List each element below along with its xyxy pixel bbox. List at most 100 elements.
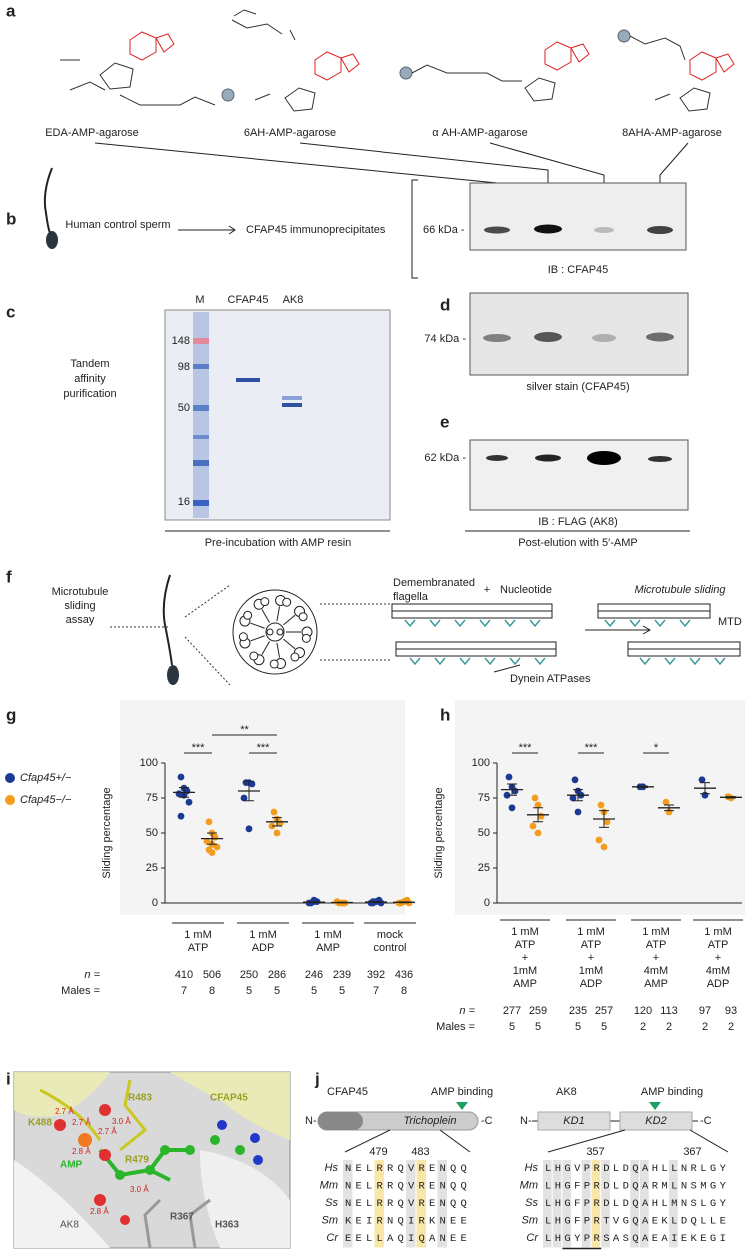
label: Dynein ATPases	[510, 673, 591, 685]
significance-label: ***	[192, 742, 206, 754]
data-point	[508, 804, 516, 812]
dynein-arms	[604, 619, 726, 666]
pointer	[493, 664, 521, 673]
dynein	[479, 619, 491, 628]
x-tick-label: AMP	[513, 978, 537, 990]
males-value: 2	[728, 1021, 734, 1033]
conservation-shade	[406, 1160, 416, 1248]
spoke	[261, 641, 270, 655]
protein-name: CFAP45	[327, 1086, 368, 1098]
domain-label: KD1	[563, 1115, 584, 1127]
marker-label: 66 kDa -	[423, 224, 465, 236]
data-point	[203, 838, 211, 845]
x-tick-label: 1mM	[579, 965, 603, 977]
error-bar	[726, 796, 736, 799]
y-tick-label: 75	[146, 792, 158, 804]
species: Ss	[525, 1197, 538, 1209]
side-label: affinity	[74, 373, 106, 385]
species: Sm	[522, 1214, 539, 1226]
n-value: 286	[268, 969, 286, 981]
males-value: 5	[535, 1021, 541, 1033]
label: Nucleotide	[500, 584, 552, 596]
conservation-shade	[343, 1160, 353, 1248]
panel-letter: h	[440, 705, 450, 724]
n-value: 259	[529, 1005, 547, 1017]
size-marker: 16	[178, 496, 190, 508]
lane-label: AK8	[283, 294, 304, 306]
x-tick-label: control	[373, 942, 406, 954]
caption: Pre-incubation with AMP resin	[205, 537, 352, 549]
protein-label: AK8	[60, 1220, 79, 1231]
spoke	[283, 638, 296, 650]
protein-name: AK8	[556, 1086, 577, 1098]
sequence: LHGFPRTVGQAEKLDQLLE	[545, 1215, 729, 1227]
y-tick-label: 100	[140, 757, 158, 769]
data-point	[377, 899, 385, 907]
binding-label: AMP binding	[641, 1086, 703, 1098]
data-point	[569, 794, 577, 802]
species: Sm	[322, 1214, 339, 1226]
data-point	[248, 780, 256, 788]
x-tick-label: ATP	[515, 939, 536, 951]
legend-swatch	[5, 773, 15, 783]
residue-label: R483	[128, 1093, 152, 1104]
data-point	[213, 843, 221, 851]
sequence: LHGFPRDLDQARMLNSMGY	[545, 1180, 729, 1192]
data-point	[534, 829, 542, 837]
lane-label: CFAP45	[228, 294, 269, 306]
males-value: 5	[274, 985, 280, 997]
data-point	[597, 801, 605, 809]
x-tick-label: mock	[377, 929, 404, 941]
doublet	[238, 632, 248, 642]
highlight	[591, 1160, 601, 1248]
y-tick-label: 50	[146, 827, 158, 839]
assay-label: Microtubule	[52, 586, 109, 598]
error-bar	[533, 807, 543, 823]
dynein	[654, 619, 666, 628]
spoke	[276, 606, 281, 622]
residue-label: H363	[215, 1220, 239, 1231]
n-value: 506	[203, 969, 221, 981]
error-bar	[507, 783, 517, 796]
dynein	[409, 657, 421, 666]
species: Cr	[526, 1232, 539, 1244]
x-tick-label: ATP	[708, 939, 729, 951]
dynein	[509, 657, 521, 666]
bracket	[411, 179, 418, 279]
x-tick-label: ATP	[188, 942, 209, 954]
data-point	[574, 808, 582, 816]
label: flagella	[393, 591, 429, 603]
x-tick-label: 1 mM	[642, 926, 670, 938]
males-value: 2	[666, 1021, 672, 1033]
terminus: -C	[700, 1115, 712, 1127]
residue-label: K488	[28, 1118, 52, 1129]
significance-label: **	[240, 724, 249, 736]
males-value: 2	[702, 1021, 708, 1033]
error-bar	[309, 901, 319, 904]
gel	[164, 309, 391, 521]
conservation-shade	[630, 1160, 639, 1248]
dynein	[534, 657, 546, 666]
dynein	[429, 619, 441, 628]
y-axis-label: Sliding percentage	[101, 787, 113, 878]
males-value: 5	[311, 985, 317, 997]
error-bar	[337, 901, 347, 904]
sperm-icon	[162, 574, 179, 685]
data-point	[595, 836, 603, 844]
data-point	[273, 829, 281, 837]
x-tick-label: AMP	[644, 978, 668, 990]
x-tick-label: ATP	[646, 939, 667, 951]
target-label: CFAP45 immunoprecipitates	[246, 224, 386, 236]
label: MTD	[718, 616, 742, 628]
dynein	[404, 619, 416, 628]
plot-background	[120, 700, 405, 915]
domain-region	[318, 1112, 363, 1130]
arrow	[178, 225, 236, 235]
data-point	[537, 812, 545, 820]
doublet	[249, 651, 259, 661]
conservation-shade	[640, 1160, 649, 1248]
microtubules-after	[597, 603, 741, 657]
blot	[469, 182, 687, 251]
label: +	[484, 584, 490, 596]
sequence: NELRRQVRENQQ	[345, 1180, 471, 1192]
